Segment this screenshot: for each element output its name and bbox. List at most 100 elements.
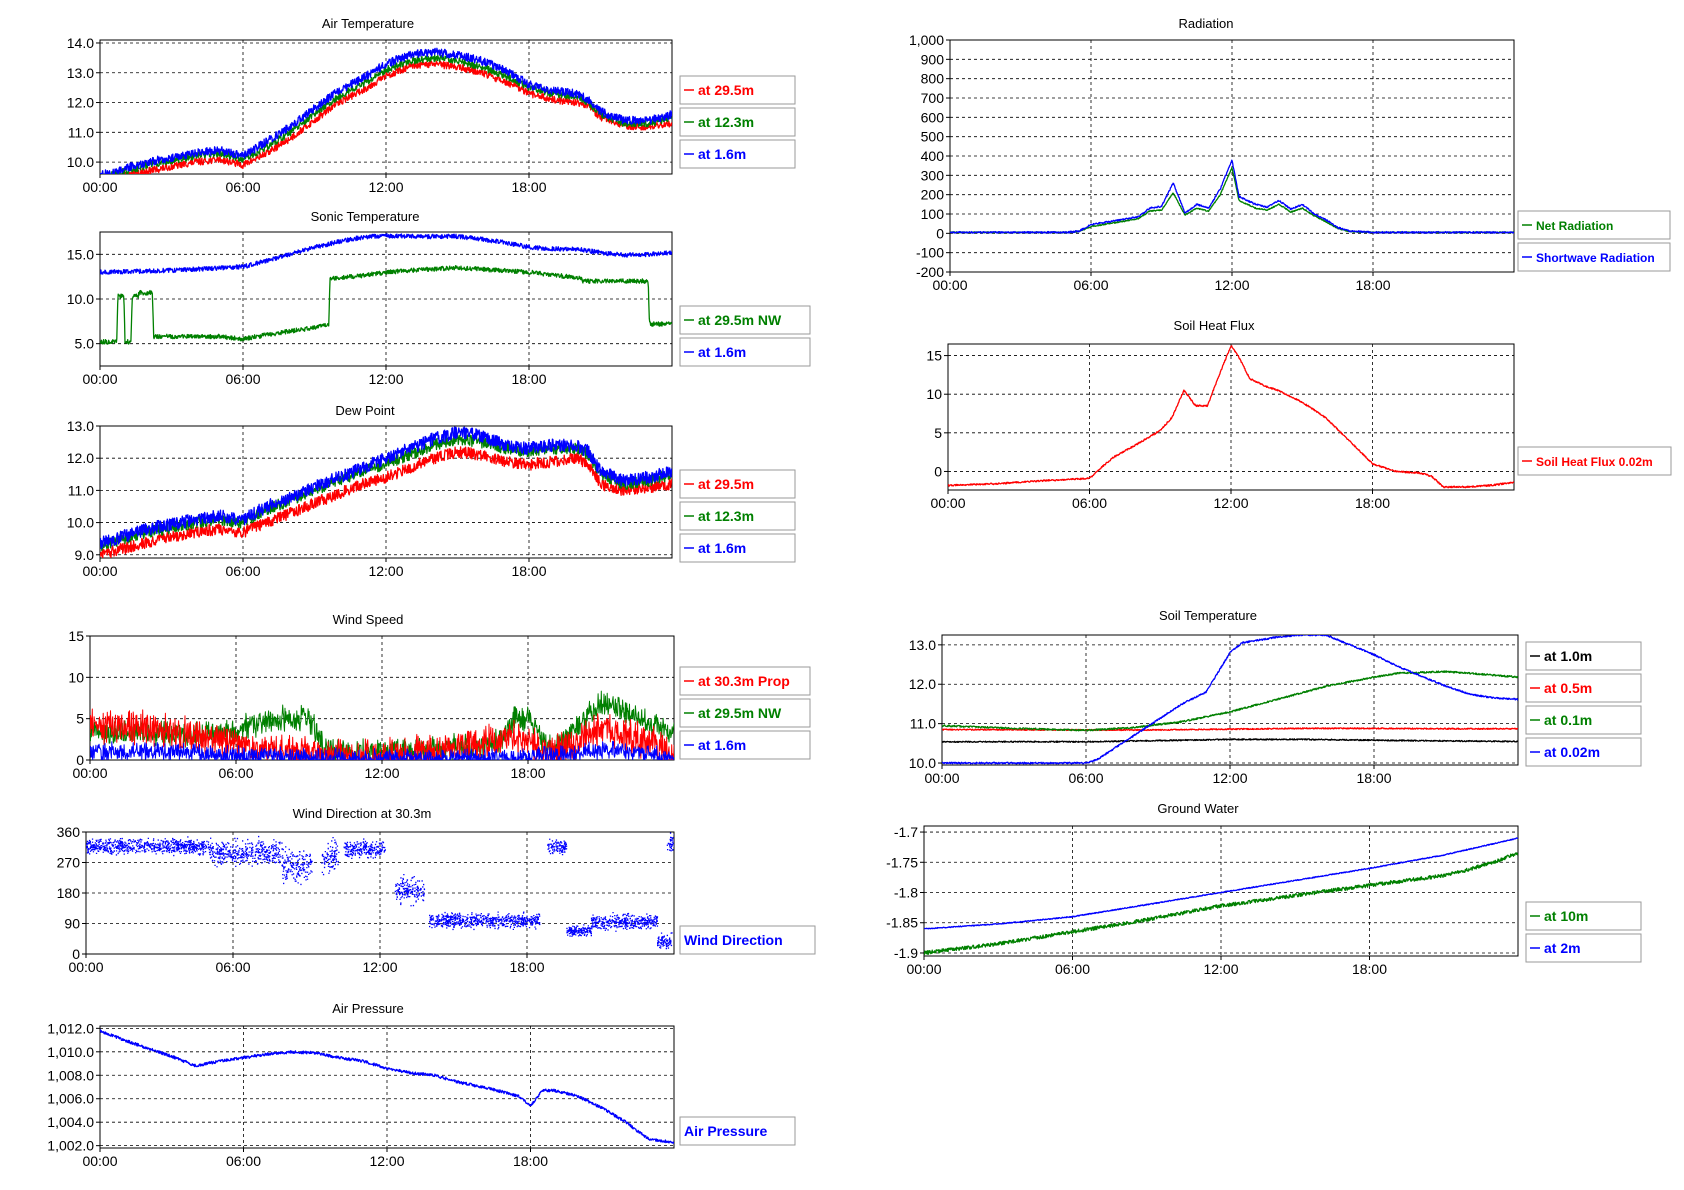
- wind-direction-xtick-label: 00:00: [68, 959, 103, 975]
- radiation-ytick-label: 300: [921, 167, 945, 183]
- air-pressure-ytick-label: 1,002.0: [47, 1138, 94, 1154]
- dew-point-legend-box: [679, 501, 796, 531]
- radiation-ytick-label: 0: [936, 225, 944, 241]
- dew-point-xtick-label: 12:00: [368, 563, 403, 579]
- radiation-ytick-label: 400: [921, 148, 945, 164]
- soil-temperature-series-2: [942, 670, 1518, 732]
- air-temperature-legend-item: at 1.6m: [679, 139, 796, 169]
- ground-water-legend-item: at 10m: [1525, 901, 1642, 931]
- soil-heat-flux-ytick-label: 15: [926, 348, 942, 364]
- wind-speed-title: Wind Speed: [333, 612, 404, 627]
- air-temperature-xtick-label: 12:00: [368, 179, 403, 195]
- wind-speed-legend-label: at 29.5m NW: [698, 705, 782, 721]
- soil-temperature-legend-box: [1525, 641, 1642, 671]
- dew-point-ytick-label: 10.0: [67, 515, 94, 531]
- ground-water-series-0: [924, 852, 1518, 956]
- air-pressure-ytick-label: 1,008.0: [47, 1067, 94, 1083]
- wind-speed-xtick-label: 06:00: [218, 765, 253, 781]
- soil-heat-flux-legend-item: Soil Heat Flux 0.02m: [1517, 446, 1672, 476]
- wind-speed-ytick-label: 5: [76, 711, 84, 727]
- wind-direction-legend-box: [679, 925, 816, 955]
- wind-direction-legend-label: Wind Direction: [684, 932, 783, 948]
- soil-temperature-legend-label: at 0.5m: [1544, 680, 1592, 696]
- soil-heat-flux-xtick-label: 18:00: [1355, 495, 1390, 511]
- air-pressure-series-0: [100, 1029, 674, 1144]
- soil-temperature-chart: Soil Temperature 10.0 11.0 12.0 13.0 00:00 06:…: [909, 608, 1642, 786]
- air-temperature-xtick-label: 06:00: [225, 179, 260, 195]
- dew-point-ytick-label: 11.0: [68, 482, 94, 498]
- dew-point-legend-label: at 12.3m: [698, 508, 754, 524]
- dew-point-ytick-label: 13.0: [67, 418, 94, 434]
- wind-direction-ytick-label: 180: [57, 885, 81, 901]
- wind-direction-chart: Wind Direction at 30.3m 0 90 180 270 360 00:00…: [57, 806, 816, 975]
- soil-temperature-ytick-label: 11.0: [910, 716, 936, 732]
- dew-point-legend-item: at 1.6m: [679, 533, 796, 563]
- soil-heat-flux-xtick-label: 00:00: [930, 495, 965, 511]
- air-temperature-series-2: [100, 47, 672, 174]
- radiation-chart: Radiation -200 -100 0 100 200 300 400 500 600 700 8…: [909, 16, 1671, 293]
- air-pressure-chart: Air Pressure 1,002.0 1,004.0 1,006.0 1,008.0…: [47, 1001, 796, 1169]
- air-pressure-legend-box: [679, 1116, 796, 1146]
- soil-temperature-legend-item: at 0.1m: [1525, 705, 1642, 735]
- dew-point-ytick-label: 12.0: [67, 450, 94, 466]
- air-pressure-title: Air Pressure: [332, 1001, 404, 1016]
- wind-speed-series-2: [90, 740, 674, 760]
- dew-point-series-0: [100, 446, 672, 558]
- radiation-xtick-label: 18:00: [1355, 277, 1390, 293]
- air-temperature-legend-box: [679, 139, 796, 169]
- sonic-temperature-legend-label: at 29.5m NW: [698, 312, 782, 328]
- dew-point-legend-label: at 29.5m: [698, 476, 754, 492]
- soil-temperature-ytick-label: 12.0: [909, 676, 936, 692]
- wind-speed-ytick-label: 15: [68, 628, 84, 644]
- dew-point-xtick-label: 18:00: [511, 563, 546, 579]
- air-temperature-legend-box: [679, 107, 796, 137]
- sonic-temperature-xtick-label: 06:00: [225, 371, 260, 387]
- radiation-ytick-label: 200: [921, 187, 945, 203]
- radiation-ytick-label: 800: [921, 71, 945, 87]
- radiation-ytick-label: -100: [916, 245, 944, 261]
- soil-temperature-xtick-label: 06:00: [1068, 770, 1103, 786]
- air-pressure-xtick-label: 12:00: [369, 1153, 404, 1169]
- soil-temperature-title: Soil Temperature: [1159, 608, 1257, 623]
- sonic-temperature-ytick-label: 10.0: [67, 291, 94, 307]
- air-temperature-ytick-label: 10.0: [67, 154, 94, 170]
- radiation-ytick-label: -200: [916, 264, 944, 280]
- radiation-legend-item: Shortwave Radiation: [1517, 242, 1671, 272]
- soil-heat-flux-series-0: [948, 345, 1514, 489]
- dew-point-legend-label: at 1.6m: [698, 540, 746, 556]
- wind-direction-ytick-label: 0: [72, 946, 80, 962]
- soil-temperature-ytick-label: 13.0: [909, 637, 936, 653]
- air-temperature-legend-item: at 12.3m: [679, 107, 796, 137]
- radiation-title: Radiation: [1179, 16, 1234, 31]
- air-pressure-ytick-label: 1,012.0: [47, 1020, 94, 1036]
- air-temperature-legend-item: at 29.5m: [679, 75, 796, 105]
- soil-temperature-legend-label: at 0.1m: [1544, 712, 1592, 728]
- ground-water-ytick-label: -1.9: [894, 945, 918, 961]
- ground-water-xtick-label: 18:00: [1352, 961, 1387, 977]
- sonic-temperature-ytick-label: 15.0: [67, 246, 94, 262]
- wind-direction-xtick-label: 18:00: [509, 959, 544, 975]
- soil-heat-flux-title: Soil Heat Flux: [1174, 318, 1255, 333]
- radiation-legend-item: Net Radiation: [1517, 210, 1671, 240]
- ground-water-ytick-label: -1.85: [886, 915, 918, 931]
- radiation-xtick-label: 12:00: [1214, 277, 1249, 293]
- sonic-temperature-xtick-label: 12:00: [368, 371, 403, 387]
- radiation-legend-box: [1517, 210, 1671, 240]
- ground-water-chart: Ground Water -1.9 -1.85 -1.8 -1.75 -1.7 00:00 0…: [886, 801, 1642, 977]
- wind-speed-chart: Wind Speed 0 5 10 15 00:00 06:00 12:00 18:00 at 3…: [68, 612, 811, 781]
- radiation-ytick-label: 900: [921, 51, 945, 67]
- sonic-temperature-chart: Sonic Temperature 5.0 10.0 15.0 00:00 06:00 12…: [67, 209, 811, 387]
- soil-temperature-legend-label: at 1.0m: [1544, 648, 1592, 664]
- wind-direction-ytick-label: 270: [57, 855, 81, 871]
- soil-temperature-legend-box: [1525, 705, 1642, 735]
- wind-direction-xtick-label: 12:00: [362, 959, 397, 975]
- wind-direction-xtick-label: 06:00: [215, 959, 250, 975]
- air-temperature-legend-label: at 1.6m: [698, 146, 746, 162]
- dew-point-ytick-label: 9.0: [75, 547, 95, 563]
- sonic-temperature-series-0: [100, 265, 672, 345]
- soil-heat-flux-xtick-label: 06:00: [1072, 495, 1107, 511]
- dew-point-legend-item: at 12.3m: [679, 501, 796, 531]
- soil-heat-flux-legend-box: [1517, 446, 1672, 476]
- wind-speed-legend-box: [679, 698, 811, 728]
- air-temperature-ytick-label: 13.0: [67, 65, 94, 81]
